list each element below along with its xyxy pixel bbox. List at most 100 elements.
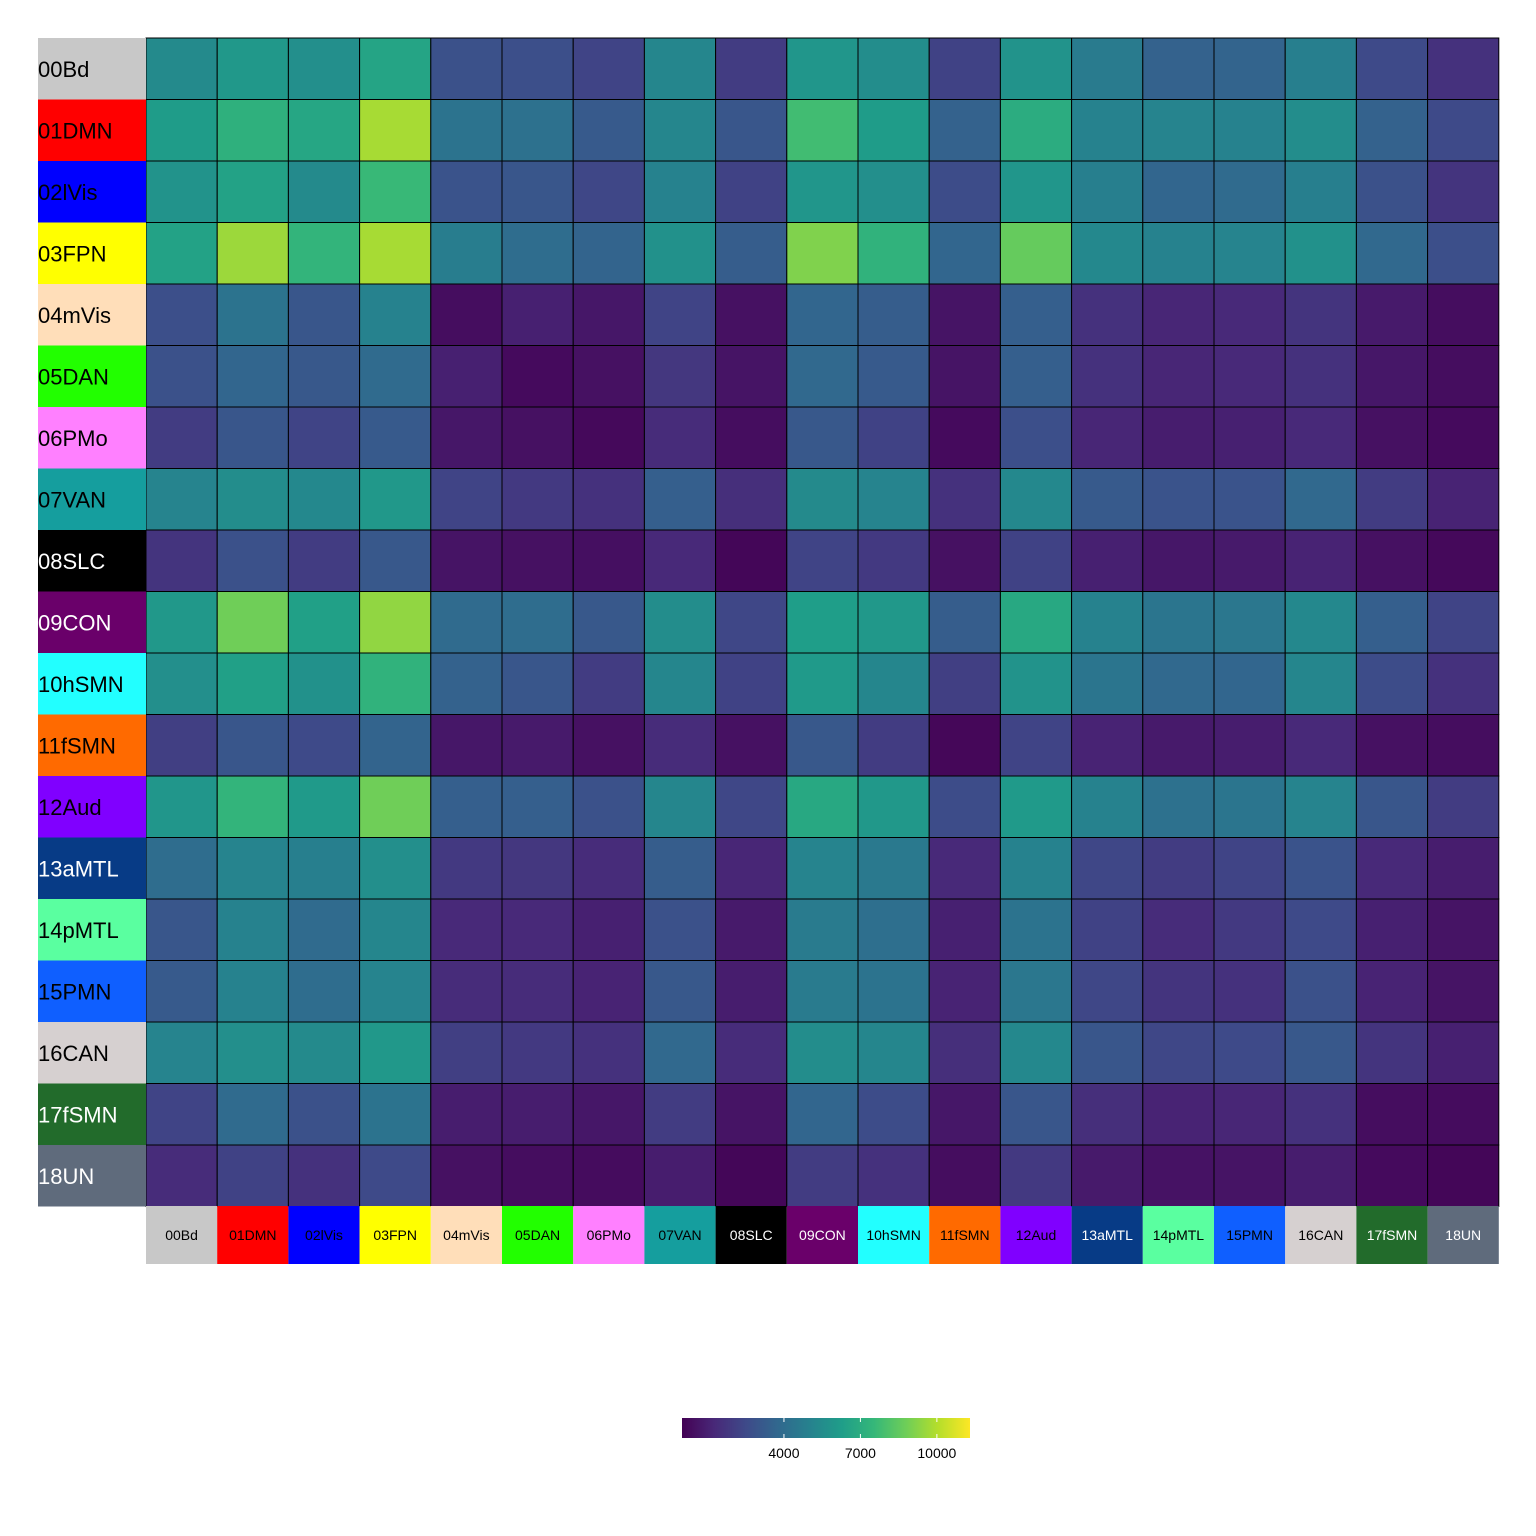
column-label-box xyxy=(858,1206,930,1264)
heatmap-cell xyxy=(145,283,218,346)
heatmap-cell xyxy=(216,1083,289,1146)
heatmap-cell xyxy=(1071,837,1144,900)
heatmap-cell xyxy=(1213,345,1286,408)
row-label: 01DMN xyxy=(38,118,113,143)
heatmap-cell xyxy=(430,99,503,162)
heatmap-cell xyxy=(359,652,432,715)
heatmap-cell xyxy=(999,283,1073,346)
heatmap-cell xyxy=(359,1021,432,1084)
heatmap-cell xyxy=(359,898,432,961)
row-labels: 00Bd 01DMN 02lVis 03FPN 04mVis 05DAN 06PMo 07VA… xyxy=(38,38,146,1207)
heatmap-cell xyxy=(145,406,218,469)
heatmap-cell xyxy=(216,960,289,1023)
heatmap-cell xyxy=(287,1021,361,1084)
heatmap-cell xyxy=(857,37,930,100)
heatmap-cell xyxy=(786,898,859,961)
heatmap-cell xyxy=(359,99,432,162)
row-label-box xyxy=(38,530,146,592)
heatmap-cell xyxy=(1142,1144,1215,1207)
heatmap-cell xyxy=(928,1021,1001,1084)
heatmap-cell xyxy=(1213,591,1286,654)
heatmap-cell xyxy=(501,1083,574,1146)
heatmap-cell xyxy=(145,37,218,100)
heatmap-cell xyxy=(1142,222,1215,285)
heatmap-cell xyxy=(715,591,788,654)
heatmap-cell xyxy=(643,406,717,469)
heatmap-cell xyxy=(999,837,1073,900)
heatmap-cell xyxy=(572,652,645,715)
heatmap-cell xyxy=(1142,283,1215,346)
heatmap-cell xyxy=(1071,529,1144,592)
heatmap-cell xyxy=(430,345,503,408)
heatmap-cell xyxy=(1284,406,1357,469)
column-label-box xyxy=(644,1206,716,1264)
row-label: 13aMTL xyxy=(38,856,119,881)
heatmap-cell xyxy=(643,652,717,715)
heatmap-cell xyxy=(359,283,432,346)
heatmap-cell xyxy=(1284,529,1357,592)
row-label: 09CON xyxy=(38,610,111,635)
heatmap-cell xyxy=(287,160,361,223)
heatmap-cell xyxy=(572,222,645,285)
heatmap-cell xyxy=(1355,591,1429,654)
heatmap-cell xyxy=(216,222,289,285)
heatmap-cell xyxy=(928,1083,1001,1146)
heatmap-cell xyxy=(715,283,788,346)
heatmap-cell xyxy=(715,160,788,223)
heatmap-cell xyxy=(715,37,788,100)
heatmap-cell xyxy=(1427,99,1500,162)
heatmap-cell xyxy=(359,37,432,100)
heatmap-cell xyxy=(643,714,717,777)
column-label: 06PMo xyxy=(587,1227,632,1243)
heatmap-cell xyxy=(501,37,574,100)
heatmap-cell xyxy=(145,529,218,592)
row-label: 07VAN xyxy=(38,487,106,512)
heatmap-cell xyxy=(1142,99,1215,162)
heatmap-cell xyxy=(1355,529,1429,592)
heatmap-cell xyxy=(1284,898,1357,961)
heatmap-cell xyxy=(857,222,930,285)
heatmap-cell xyxy=(359,591,432,654)
heatmap-cell xyxy=(1213,468,1286,531)
heatmap-cell xyxy=(928,775,1001,838)
heatmap-cell xyxy=(1071,714,1144,777)
heatmap-cell xyxy=(928,591,1001,654)
heatmap-cell xyxy=(1213,160,1286,223)
heatmap-cell xyxy=(999,160,1073,223)
column-label: 08SLC xyxy=(730,1227,773,1243)
heatmap-cell xyxy=(1071,99,1144,162)
row-label-box xyxy=(38,1022,146,1084)
column-label: 09CON xyxy=(799,1227,846,1243)
heatmap-cell xyxy=(287,775,361,838)
heatmap-cell xyxy=(643,468,717,531)
heatmap-cell xyxy=(1071,775,1144,838)
column-label: 12Aud xyxy=(1016,1227,1056,1243)
colorbar-tick-label: 10000 xyxy=(917,1445,956,1461)
heatmap-cell xyxy=(572,837,645,900)
heatmap-cell xyxy=(287,652,361,715)
heatmap-cell xyxy=(1355,1083,1429,1146)
heatmap-cell xyxy=(1355,99,1429,162)
row-label-box xyxy=(38,345,146,407)
heatmap-cell xyxy=(501,160,574,223)
heatmap-cell xyxy=(928,837,1001,900)
heatmap-cell xyxy=(430,468,503,531)
heatmap-cell xyxy=(1213,37,1286,100)
heatmap-cell xyxy=(643,591,717,654)
heatmap-cell xyxy=(145,960,218,1023)
heatmap-cell xyxy=(1427,960,1500,1023)
heatmap-cell xyxy=(216,406,289,469)
heatmap-cell xyxy=(857,837,930,900)
heatmap-cell xyxy=(928,406,1001,469)
heatmap-cell xyxy=(572,1021,645,1084)
column-label: 14pMTL xyxy=(1153,1227,1205,1243)
column-label-box xyxy=(1356,1206,1428,1264)
heatmap-cell xyxy=(999,468,1073,531)
heatmap-cell xyxy=(715,960,788,1023)
heatmap-cell xyxy=(643,960,717,1023)
heatmap-cell xyxy=(1355,1144,1429,1207)
column-label-box xyxy=(573,1206,645,1264)
heatmap-cell xyxy=(999,406,1073,469)
row-label: 02lVis xyxy=(38,180,98,205)
heatmap-cell xyxy=(786,406,859,469)
